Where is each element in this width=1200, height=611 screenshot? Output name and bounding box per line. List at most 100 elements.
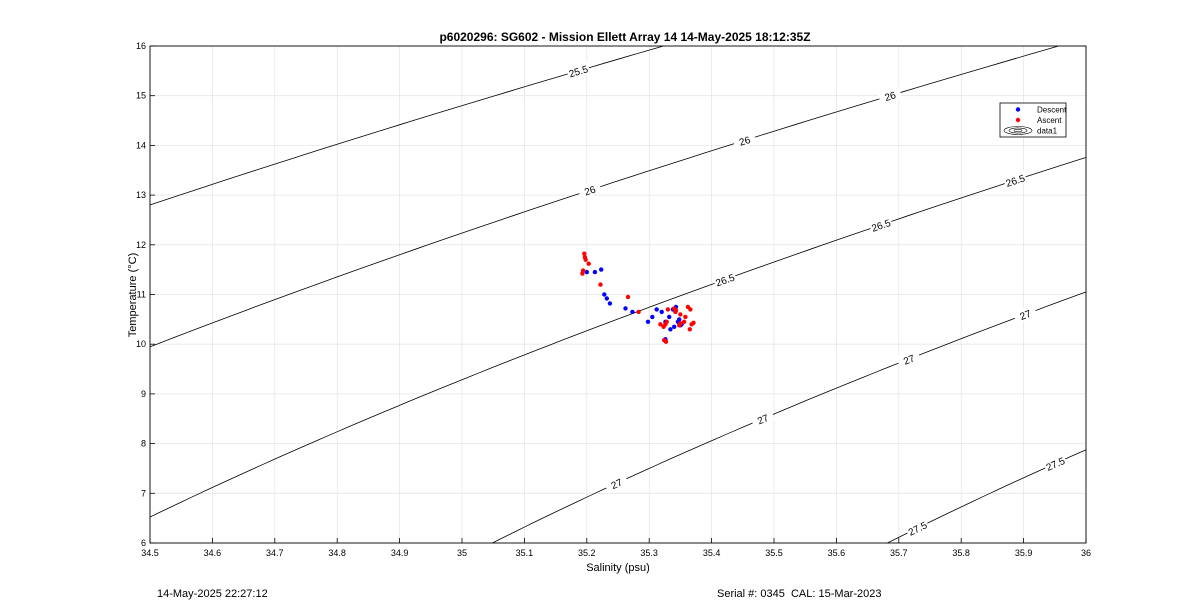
isopycnal-label: 25.5 bbox=[565, 61, 591, 80]
x-tick-label: 35.6 bbox=[828, 548, 846, 558]
ascent-point bbox=[688, 307, 693, 312]
y-tick-label: 15 bbox=[136, 91, 146, 101]
isopycnal-label-text: 27 bbox=[902, 353, 917, 367]
descent-point bbox=[592, 269, 598, 275]
data-points bbox=[580, 251, 696, 344]
x-tick-label: 35.9 bbox=[1015, 548, 1033, 558]
isopycnal-label: 27 bbox=[895, 348, 922, 369]
isopycnal-label-bg bbox=[603, 472, 629, 494]
ascent-point bbox=[681, 319, 687, 324]
ascent-point bbox=[636, 309, 641, 315]
x-tick-label: 35.2 bbox=[578, 548, 596, 558]
descent-point bbox=[584, 269, 589, 275]
isopycnal-label-text: 27 bbox=[1019, 309, 1034, 323]
descent-point bbox=[668, 327, 673, 332]
isopycnal-label-text: 27 bbox=[756, 413, 771, 428]
x-tick-label: 35.5 bbox=[765, 548, 783, 558]
descent-point bbox=[650, 314, 655, 320]
legend: Descent Ascent data1 bbox=[999, 102, 1067, 138]
legend-descent-marker bbox=[1015, 107, 1021, 112]
isopycnal-label-bg bbox=[877, 85, 903, 105]
ascent-point bbox=[663, 322, 668, 327]
isopycnal-label: 26 bbox=[877, 85, 903, 105]
x-tick-label: 34.7 bbox=[266, 548, 284, 558]
isopycnal-label-text: 26 bbox=[583, 184, 597, 198]
y-tick-label: 11 bbox=[137, 290, 146, 300]
isopycnal-label-bg bbox=[895, 348, 922, 369]
axes: 34.5 34.6 34.7 34.8 34.9 35 35.1 35.2 35.3 35.4 35… bbox=[136, 41, 1091, 558]
ascent-point bbox=[678, 321, 683, 326]
x-tick-label: 35.7 bbox=[890, 548, 908, 558]
x-axis-label: Salinity (psu) bbox=[586, 562, 650, 574]
ascent-point bbox=[586, 261, 591, 266]
descent-point bbox=[672, 324, 677, 329]
descent-point bbox=[602, 292, 607, 297]
footer-serial-cal: Serial #: 0345 CAL: 15-Mar-2023 bbox=[717, 588, 882, 600]
isopycnal-label-bg bbox=[731, 130, 757, 150]
descent-point bbox=[623, 306, 628, 311]
ascent-point bbox=[582, 251, 587, 256]
isopycnal-label-text: 26 bbox=[738, 135, 752, 149]
legend-descent-label: Descent bbox=[1037, 106, 1067, 115]
x-tick-label: 34.8 bbox=[328, 548, 346, 558]
ascent-point bbox=[683, 314, 688, 320]
isopycnal-line bbox=[150, 156, 1086, 518]
y-tick-label: 10 bbox=[136, 339, 146, 349]
ascent-point bbox=[580, 271, 585, 276]
isopycnal-line bbox=[150, 46, 664, 206]
x-tick-label: 34.5 bbox=[141, 548, 159, 558]
isopycnal-label-bg bbox=[1042, 452, 1068, 474]
ascent-point bbox=[583, 257, 588, 262]
isopycnal-label: 26 bbox=[731, 130, 757, 150]
descent-point bbox=[599, 267, 604, 272]
ascent-point bbox=[598, 282, 603, 287]
isopycnal-label-bg bbox=[577, 180, 603, 200]
legend-contour-icon bbox=[1003, 126, 1033, 135]
x-tick-label: 35.3 bbox=[640, 548, 658, 558]
y-tick-label: 16 bbox=[136, 41, 146, 51]
x-tick-label: 35.8 bbox=[952, 548, 970, 558]
ascent-point bbox=[665, 307, 671, 312]
isopycnal-label-bg bbox=[1012, 303, 1038, 324]
x-tick-label: 35.4 bbox=[703, 548, 721, 558]
y-tick-label: 6 bbox=[141, 538, 146, 548]
descent-point bbox=[645, 319, 651, 324]
ascent-point bbox=[687, 327, 692, 332]
legend-ascent-label: Ascent bbox=[1037, 116, 1062, 125]
legend-contour-label: data1 bbox=[1037, 127, 1058, 136]
descent-point bbox=[667, 314, 672, 320]
isopycnal-label: 27 bbox=[603, 472, 629, 494]
chart-title: p6020296: SG602 - Mission Ellett Array 1… bbox=[439, 30, 810, 44]
descent-point bbox=[659, 309, 664, 315]
y-tick-label: 7 bbox=[141, 488, 146, 498]
isopycnal-label-text: 26 bbox=[884, 90, 898, 104]
ascent-point bbox=[658, 322, 663, 327]
descent-point bbox=[654, 307, 659, 312]
x-tick-label: 35.1 bbox=[516, 548, 534, 558]
legend-box bbox=[999, 102, 1067, 138]
isopycnal-label-bg bbox=[904, 516, 930, 539]
y-tick-label: 9 bbox=[141, 389, 146, 399]
isopycnal-label-bg bbox=[712, 269, 738, 289]
y-tick-label: 14 bbox=[136, 140, 146, 150]
legend-ascent-marker bbox=[1015, 117, 1021, 123]
isopycnal-line bbox=[150, 46, 1059, 348]
isopycnal-label-bg bbox=[749, 408, 776, 429]
isopycnal-label: 26 bbox=[577, 180, 603, 200]
footer-timestamp: 14-May-2025 22:27:12 bbox=[157, 588, 268, 600]
y-tick-label: 12 bbox=[136, 240, 146, 250]
isopycnal-line bbox=[492, 291, 1086, 543]
grid bbox=[149, 45, 1087, 544]
isopycnal-label-bg bbox=[868, 214, 894, 235]
x-tick-label: 35 bbox=[457, 548, 467, 558]
isopycnal-label-bg bbox=[1002, 170, 1028, 190]
ascent-point bbox=[678, 312, 683, 317]
ascent-point bbox=[691, 320, 696, 325]
isopycnal-label-text: 25.5 bbox=[568, 64, 590, 80]
x-tick-label: 36 bbox=[1081, 548, 1091, 558]
y-tick-label: 13 bbox=[136, 190, 146, 200]
x-tick-label: 34.9 bbox=[391, 548, 409, 558]
axes-box bbox=[149, 45, 1087, 544]
isopycnal-label: 27 bbox=[1012, 303, 1038, 324]
